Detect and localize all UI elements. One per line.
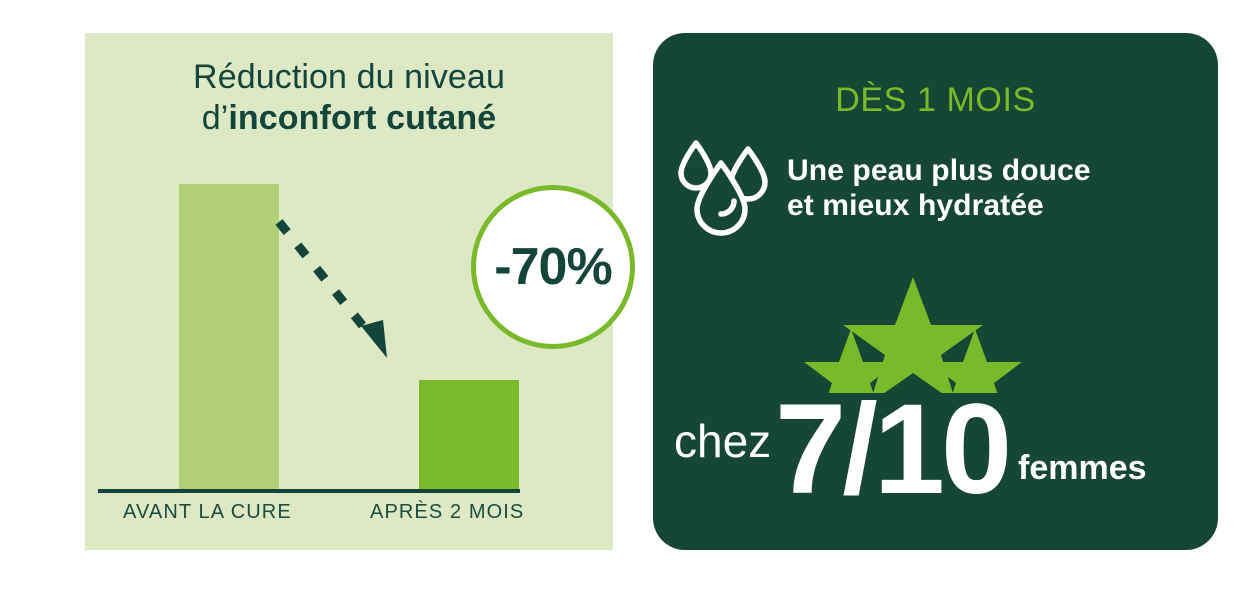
results-panel: DÈS 1 MOIS Une peau plus douce et mieux …	[653, 33, 1218, 550]
dashed-arrow-icon	[275, 219, 387, 358]
axis-label-after: APRÈS 2 MOIS	[370, 501, 525, 523]
bar-apres-2-mois	[419, 380, 519, 491]
three-stars-icon	[804, 277, 1022, 393]
chart-title-emphasis: inconfort cutané	[228, 99, 497, 137]
results-heading: DÈS 1 MOIS	[835, 81, 1036, 119]
water-droplets-icon	[678, 140, 768, 236]
chart-axis-line	[98, 489, 520, 493]
bar-avant-la-cure	[179, 184, 279, 491]
ratio-claim: chez 7/10 femmes	[653, 378, 1218, 521]
ratio-value: 7/10	[775, 378, 1012, 521]
chart-title: Réduction du niveau d’inconfort cutané	[85, 57, 613, 139]
reduction-badge: -70%	[471, 185, 635, 349]
reduction-badge-value: -70%	[494, 238, 612, 296]
chart-title-prefix: d’	[201, 99, 229, 137]
hydration-text: Une peau plus douce et mieux hydratée	[787, 153, 1091, 223]
axis-label-before: AVANT LA CURE	[123, 501, 292, 523]
hydration-claim: Une peau plus douce et mieux hydratée	[675, 138, 1205, 238]
chart-title-line1: Réduction du niveau	[193, 58, 505, 96]
reduction-chart-panel: Réduction du niveau d’inconfort cutané A…	[85, 33, 635, 550]
ratio-unit: femmes	[1018, 449, 1147, 487]
hydration-line1: Une peau plus douce	[787, 154, 1091, 187]
bar-chart-plot: AVANT LA CURE APRÈS 2 MOIS -70%	[85, 33, 635, 550]
ratio-prefix: chez	[674, 415, 772, 467]
hydration-line2: et mieux hydratée	[787, 189, 1044, 222]
